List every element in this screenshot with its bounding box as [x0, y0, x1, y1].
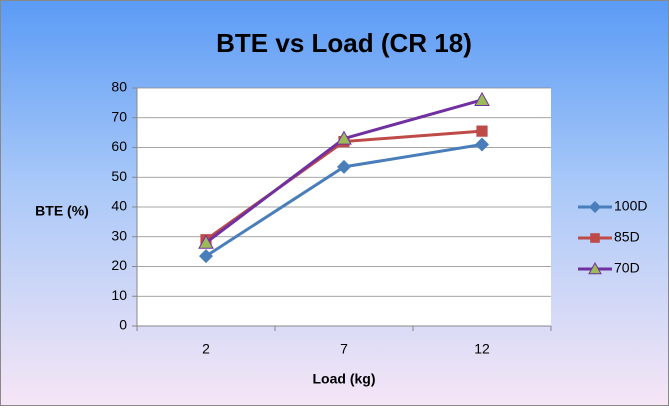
x-tick-label: 12	[474, 341, 490, 357]
legend-label: 85D	[614, 229, 640, 245]
chart-title: BTE vs Load (CR 18)	[216, 28, 472, 58]
y-axis-label: BTE (%)	[35, 203, 89, 219]
y-tick-label: 80	[111, 79, 127, 95]
y-tick-label: 30	[111, 227, 127, 243]
marker	[476, 125, 488, 137]
y-tick-label: 0	[119, 317, 127, 333]
x-tick-label: 7	[340, 341, 348, 357]
marker	[589, 201, 601, 213]
y-tick-label: 70	[111, 108, 127, 124]
marker	[198, 234, 214, 249]
legend-label: 70D	[614, 260, 640, 276]
marker	[474, 91, 490, 106]
y-tick-label: 40	[111, 198, 127, 214]
marker	[199, 249, 213, 264]
x-axis-label: Load (kg)	[313, 371, 376, 387]
legend-label: 100D	[614, 198, 647, 214]
y-tick-label: 50	[111, 168, 127, 184]
marker	[590, 233, 600, 243]
marker	[336, 130, 352, 145]
marker	[475, 137, 489, 152]
x-tick-label: 2	[202, 341, 210, 357]
y-tick-label: 20	[111, 257, 127, 273]
marker	[588, 261, 602, 275]
y-tick-label: 60	[111, 138, 127, 154]
y-tick-label: 10	[111, 287, 127, 303]
marker	[337, 159, 351, 174]
